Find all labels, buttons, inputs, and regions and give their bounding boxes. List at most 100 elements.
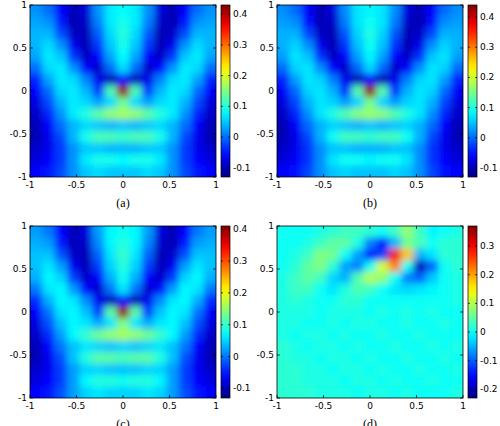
cell xyxy=(426,306,439,318)
cell xyxy=(30,318,43,330)
cell xyxy=(302,341,315,353)
x-tick xyxy=(323,395,324,398)
cell xyxy=(413,249,426,261)
cell xyxy=(289,260,302,272)
cell xyxy=(154,318,167,330)
cell xyxy=(327,306,340,318)
cell xyxy=(401,85,414,97)
cell xyxy=(314,306,327,318)
cell xyxy=(351,62,364,74)
cell xyxy=(142,341,155,353)
x-tick xyxy=(123,226,124,229)
cell xyxy=(80,295,93,307)
cell xyxy=(314,39,327,51)
cell xyxy=(55,329,68,341)
cell xyxy=(129,364,142,376)
cell xyxy=(80,62,93,74)
x-tick-label: 1 xyxy=(460,180,466,190)
cell xyxy=(327,260,340,272)
cell xyxy=(314,352,327,364)
cell xyxy=(413,120,426,132)
cell xyxy=(314,260,327,272)
cell xyxy=(154,74,167,86)
cell xyxy=(154,249,167,261)
cell xyxy=(302,97,315,109)
cell xyxy=(277,295,290,307)
cell xyxy=(92,74,105,86)
x-tick xyxy=(277,174,278,177)
cell xyxy=(67,51,80,63)
cell xyxy=(289,143,302,155)
cell xyxy=(92,318,105,330)
cell xyxy=(413,131,426,143)
cell xyxy=(67,295,80,307)
y-tick-label: 0 xyxy=(21,307,27,317)
cell xyxy=(376,97,389,109)
cell xyxy=(413,5,426,17)
colorbar-tick xyxy=(468,137,470,138)
cell xyxy=(451,108,463,120)
cell xyxy=(426,226,439,238)
cell xyxy=(80,318,93,330)
cell xyxy=(117,283,130,295)
cell xyxy=(314,283,327,295)
cell xyxy=(302,295,315,307)
cell xyxy=(30,226,43,238)
cell xyxy=(277,260,290,272)
cell xyxy=(30,166,43,177)
cell xyxy=(289,62,302,74)
cell xyxy=(154,51,167,63)
cell xyxy=(277,166,290,177)
cell xyxy=(30,237,43,249)
cell xyxy=(327,108,340,120)
colorbar-tick xyxy=(468,274,470,275)
cell xyxy=(191,97,204,109)
cell xyxy=(142,375,155,387)
y-tick-label: -0.5 xyxy=(9,350,27,360)
cell xyxy=(166,364,179,376)
cell xyxy=(92,249,105,261)
cell xyxy=(104,375,117,387)
cell xyxy=(451,318,463,330)
cell xyxy=(438,74,451,86)
cell xyxy=(339,318,352,330)
cell xyxy=(179,375,192,387)
cell xyxy=(376,5,389,17)
x-tick-label: 1 xyxy=(213,401,219,411)
cell xyxy=(191,341,204,353)
cell xyxy=(129,375,142,387)
cell xyxy=(191,131,204,143)
cell xyxy=(129,5,142,17)
cell xyxy=(314,226,327,238)
cell xyxy=(376,306,389,318)
panel: -1-0.500.51-1-0.500.51-0.100.10.20.30.4(… xyxy=(256,0,497,210)
frame xyxy=(277,5,463,177)
cell xyxy=(289,272,302,284)
cell xyxy=(55,306,68,318)
cell xyxy=(67,329,80,341)
cell xyxy=(117,166,130,177)
cell xyxy=(117,260,130,272)
cell xyxy=(351,5,364,17)
cell xyxy=(413,272,426,284)
cell xyxy=(142,306,155,318)
x-tick xyxy=(323,5,324,8)
plot-area xyxy=(277,5,463,177)
colorbar-tick xyxy=(221,261,223,262)
cell xyxy=(376,120,389,132)
cell xyxy=(55,120,68,132)
cell xyxy=(154,283,167,295)
x-tick xyxy=(169,5,170,8)
cell xyxy=(389,28,402,40)
cell xyxy=(339,295,352,307)
y-tick-label: 1 xyxy=(268,0,274,10)
cell xyxy=(289,39,302,51)
x-tick xyxy=(463,174,464,177)
cell xyxy=(277,364,290,376)
cell xyxy=(104,143,117,155)
cell xyxy=(413,154,426,166)
cell xyxy=(277,39,290,51)
cell xyxy=(314,318,327,330)
cell xyxy=(129,387,142,398)
cell xyxy=(451,249,463,261)
